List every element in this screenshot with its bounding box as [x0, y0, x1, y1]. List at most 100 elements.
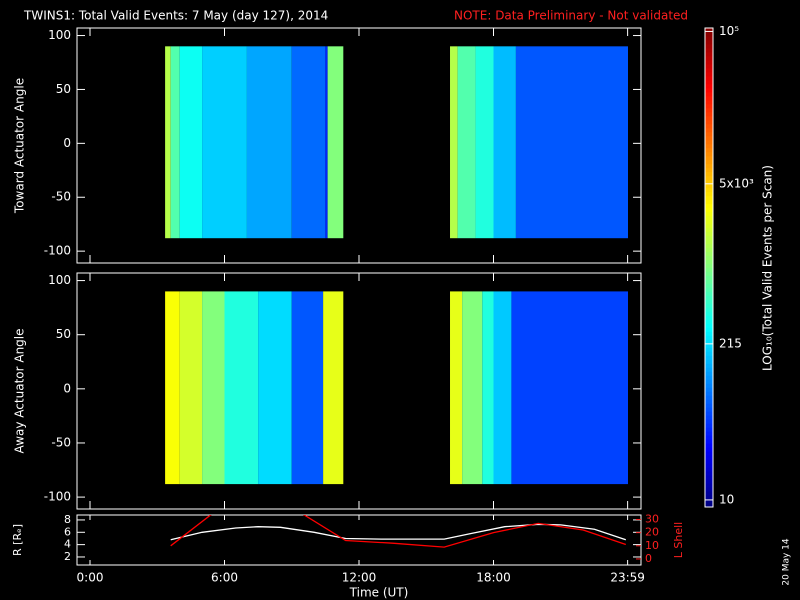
heatmap-cell — [457, 46, 476, 239]
colorbar-swatch — [705, 39, 713, 45]
colorbar-swatch — [705, 59, 713, 65]
data-line — [170, 515, 627, 548]
colorbar-swatch — [705, 263, 713, 268]
colorbar-swatch — [705, 71, 713, 77]
colorbar-swatch — [705, 287, 713, 292]
colorbar-swatch — [705, 227, 713, 233]
colorbar-swatch — [705, 315, 713, 320]
colorbar-swatch — [705, 307, 713, 312]
y-axis-label: R [Rₑ] — [11, 524, 24, 556]
x-tick-label: 18:00 — [476, 571, 511, 585]
colorbar-swatch — [705, 279, 713, 284]
colorbar-swatch — [705, 355, 713, 360]
y-tick-label: 50 — [56, 327, 71, 341]
heatmap-cell — [515, 46, 628, 239]
heatmap-cell — [246, 46, 292, 239]
data-line — [170, 523, 627, 541]
colorbar-swatch — [705, 483, 713, 488]
heatmap-cell — [450, 46, 458, 239]
colorbar-swatch — [705, 475, 713, 480]
y2-axis-label: L Shell — [672, 522, 685, 558]
colorbar-swatch — [705, 455, 713, 460]
colorbar-swatch — [705, 359, 713, 364]
colorbar-swatch — [705, 439, 713, 444]
colorbar-tick-label: 215 — [719, 336, 742, 350]
colorbar-swatch — [705, 111, 713, 117]
colorbar-swatch — [705, 159, 713, 165]
colorbar-swatch — [705, 219, 713, 225]
colorbar-swatch — [705, 135, 713, 141]
y-tick-label: 6 — [64, 525, 71, 538]
colorbar-swatch — [705, 99, 713, 105]
colorbar-swatch — [705, 51, 713, 57]
heatmap-cell — [179, 291, 203, 485]
colorbar-swatch — [705, 187, 713, 193]
colorbar-swatch — [705, 407, 713, 412]
colorbar-swatch — [705, 91, 713, 97]
colorbar-swatch — [705, 387, 713, 392]
colorbar-swatch — [705, 155, 713, 161]
colorbar-swatch — [705, 363, 713, 368]
y2-tick-label: 30 — [645, 512, 659, 525]
x-tick-label: 23:59 — [610, 571, 645, 585]
colorbar-swatch — [705, 203, 713, 209]
colorbar-swatch — [705, 115, 713, 121]
heatmap-cell — [202, 291, 225, 485]
colorbar-swatch — [705, 367, 713, 372]
y-tick-label: 0 — [63, 381, 71, 395]
heatmap-cell — [202, 46, 247, 239]
colorbar-tick-label: 10 — [719, 492, 734, 506]
colorbar-swatch — [705, 259, 713, 265]
heatmap-cell — [179, 46, 203, 239]
colorbar-swatch — [705, 427, 713, 432]
colorbar-swatch — [705, 211, 713, 217]
y2-tick-label: 10 — [645, 539, 659, 552]
colorbar-swatch — [705, 423, 713, 428]
heatmap-cell — [475, 46, 494, 239]
colorbar-swatch — [705, 499, 713, 504]
colorbar-label: LOG₁₀(Total Valid Events per Scan) — [761, 165, 775, 371]
colorbar-swatch — [705, 383, 713, 388]
y-tick-label: 8 — [64, 513, 71, 526]
date-stamp: 20 May 14 — [782, 538, 792, 586]
colorbar-swatch — [705, 291, 713, 296]
colorbar-tick-label: 5x10³ — [719, 176, 754, 190]
colorbar-swatch — [705, 31, 713, 37]
colorbar-swatch — [705, 447, 713, 452]
colorbar-swatch — [705, 163, 713, 169]
heatmap-cell — [327, 46, 344, 239]
colorbar-swatch — [705, 299, 713, 304]
colorbar-swatch — [705, 123, 713, 129]
colorbar-swatch — [705, 323, 713, 328]
heatmap-cell — [291, 291, 324, 485]
y-tick-label: -100 — [44, 244, 71, 258]
y-tick-label: 50 — [56, 82, 71, 96]
colorbar-swatch — [705, 28, 713, 33]
colorbar-swatch — [705, 107, 713, 113]
heatmap-cell — [493, 291, 512, 485]
colorbar-swatch — [705, 43, 713, 49]
note: NOTE: Data Preliminary - Not validated — [454, 9, 688, 23]
colorbar-swatch — [705, 339, 713, 344]
colorbar-swatch — [705, 171, 713, 177]
colorbar-swatch — [705, 351, 713, 356]
heatmap-cell — [258, 291, 292, 485]
y-tick-label: 100 — [48, 28, 71, 42]
colorbar-swatch — [705, 47, 713, 53]
colorbar-swatch — [705, 247, 713, 253]
heatmap-cell — [450, 291, 463, 485]
colorbar-swatch — [705, 63, 713, 69]
colorbar-swatch — [705, 435, 713, 440]
y-tick-label: -50 — [51, 435, 71, 449]
colorbar-swatch — [705, 143, 713, 149]
colorbar-swatch — [705, 467, 713, 472]
heatmap-cell — [165, 46, 171, 239]
colorbar-swatch — [705, 75, 713, 81]
heatmap-cell — [224, 291, 259, 485]
colorbar-swatch — [705, 119, 713, 125]
colorbar-swatch — [705, 103, 713, 109]
colorbar-swatch — [705, 207, 713, 213]
y-tick-label: 0 — [63, 136, 71, 150]
y-tick-label: -100 — [44, 490, 71, 504]
